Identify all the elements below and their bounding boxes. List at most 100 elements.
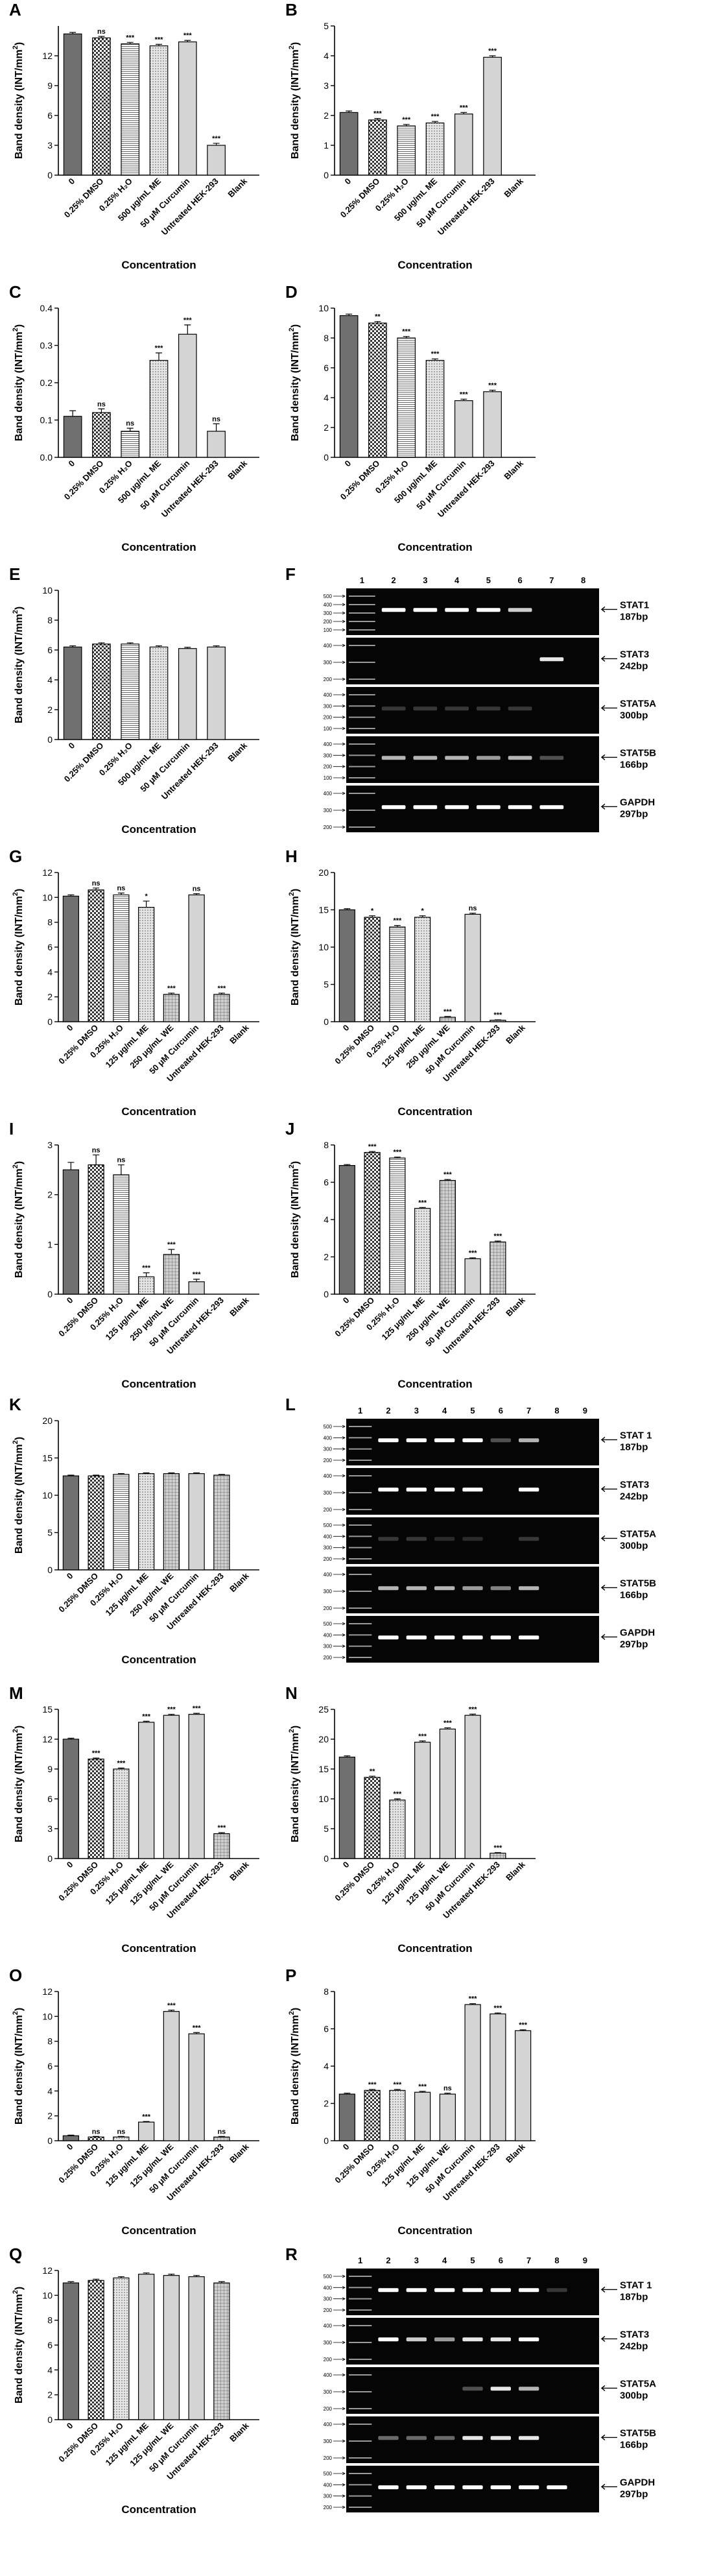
panel-label-R: R [285, 2245, 298, 2264]
y-tick-label: 5 [47, 1528, 53, 1538]
ladder-arrow [333, 2357, 346, 2361]
chart-svg-G: Band density (INT/mm2) 0 2 4 6 8 10 12 0 ns 0.25% … [12, 867, 259, 1118]
y-tick-label: 6 [324, 363, 329, 373]
bar-chart-N: Band density (INT/mm2) 0 5 10 15 20 25 0 ** 0.25%… [283, 1696, 549, 1959]
ladder-size-label: 100 [324, 775, 333, 781]
error-bar [394, 925, 401, 927]
bar [490, 2013, 506, 2141]
bar [207, 431, 226, 458]
x-category-label: 0.25% DMSO [62, 741, 106, 784]
gel-band [445, 756, 469, 760]
significance-label: ns [212, 415, 220, 423]
panel-label-H: H [285, 847, 298, 866]
error-bar [69, 645, 77, 647]
bar [389, 1157, 406, 1295]
significance-label: *** [443, 1008, 453, 1016]
x-category-label: 0 [65, 1295, 75, 1306]
x-axis-label: Concentration [397, 541, 472, 553]
gene-name-label: GAPDH [620, 2477, 655, 2488]
error-bar [143, 1272, 150, 1277]
bar [188, 1281, 205, 1295]
lane-number: 5 [486, 575, 491, 585]
bar [364, 1151, 381, 1295]
error-bar [193, 1713, 200, 1715]
gel-band [381, 706, 406, 711]
bar [163, 2275, 180, 2420]
gel-band [406, 1537, 427, 1541]
y-tick-label: 0 [324, 1017, 329, 1027]
error-bar [184, 647, 191, 649]
y-tick-label: 10 [42, 892, 53, 902]
error-bar [126, 642, 134, 644]
y-axis-label: Band density (INT/mm2) [12, 1726, 25, 1842]
y-axis-label: Band density (INT/mm2) [12, 2287, 25, 2403]
x-category-label: 0.25% DMSO [338, 176, 382, 220]
significance-label: *** [368, 1143, 377, 1151]
y-tick-label: 10 [42, 2011, 53, 2021]
error-bar [117, 1767, 124, 1769]
ladder-size-label: 400 [324, 2482, 333, 2488]
bar [92, 37, 111, 176]
gel-band [462, 1635, 483, 1640]
gel-band [519, 1438, 539, 1443]
x-category-label: 125 μg/mL WE [128, 2420, 176, 2468]
significance-label: ns [126, 420, 134, 427]
lane-number: 9 [583, 1406, 587, 1415]
significance-label: *** [443, 1171, 453, 1179]
bar [62, 895, 79, 1022]
bar [464, 1715, 481, 1859]
amplicon-size-label: 187bp [620, 611, 648, 622]
gene-name-label: STAT3 [620, 1479, 649, 1490]
error-bar [469, 1713, 477, 1716]
lane-number: 6 [518, 575, 523, 585]
error-bar [69, 32, 77, 34]
gel-band [477, 608, 501, 612]
gel-image-R: 1 2 3 4 5 6 7 8 9 500 400 300 200 STAT 1 187bp 400 300 20… [309, 2254, 698, 2517]
bar [439, 1728, 456, 1859]
ladder-size-label: 300 [324, 1490, 333, 1496]
panel-label-D: D [285, 282, 298, 302]
significance-label: *** [488, 382, 497, 390]
bar [213, 2136, 230, 2141]
ladder-size-label: 500 [324, 1621, 333, 1627]
y-tick-label: 12 [42, 1986, 53, 1997]
bar [188, 2276, 205, 2420]
x-category-label: 0 [67, 176, 77, 187]
x-category-label: Blank [504, 1295, 527, 1318]
gel-strip [346, 687, 599, 734]
ladder-band [349, 2325, 372, 2326]
gel-band [406, 2288, 427, 2293]
gene-name-label: STAT5B [620, 1578, 656, 1589]
bar [368, 322, 387, 458]
ladder-arrow [333, 2505, 346, 2509]
gel-band [413, 756, 438, 760]
ladder-arrow [333, 753, 346, 757]
gel-band [508, 805, 532, 810]
y-axis-label: Band density (INT/mm2) [12, 42, 25, 159]
ladder-size-label: 200 [324, 1556, 333, 1562]
bar [515, 2030, 532, 2141]
error-bar [69, 410, 77, 416]
x-category-label: 0 [343, 176, 353, 187]
significance-label: *** [493, 1011, 502, 1019]
y-tick-label: 4 [324, 51, 329, 61]
bar [188, 894, 205, 1022]
gel-band [406, 2485, 427, 2490]
y-tick-label: 6 [324, 1177, 329, 1188]
band-arrow [600, 1535, 617, 1541]
ladder-size-label: 200 [324, 1507, 333, 1513]
error-bar [218, 993, 225, 994]
x-category-label: 0.25% DMSO [333, 1023, 376, 1066]
bar [88, 2136, 104, 2141]
error-bar [67, 894, 75, 897]
significance-label: *** [431, 350, 440, 358]
gel-band [490, 1438, 511, 1443]
gel-band [462, 2485, 483, 2490]
y-tick-label: 9 [47, 80, 53, 91]
error-bar [98, 408, 105, 413]
ladder-band [349, 2359, 372, 2360]
x-category-label: Untreated HEK-293 [159, 176, 220, 237]
significance-label: ns [117, 1157, 125, 1164]
y-tick-label: 4 [324, 392, 329, 403]
ladder-size-label: 200 [324, 1458, 333, 1463]
